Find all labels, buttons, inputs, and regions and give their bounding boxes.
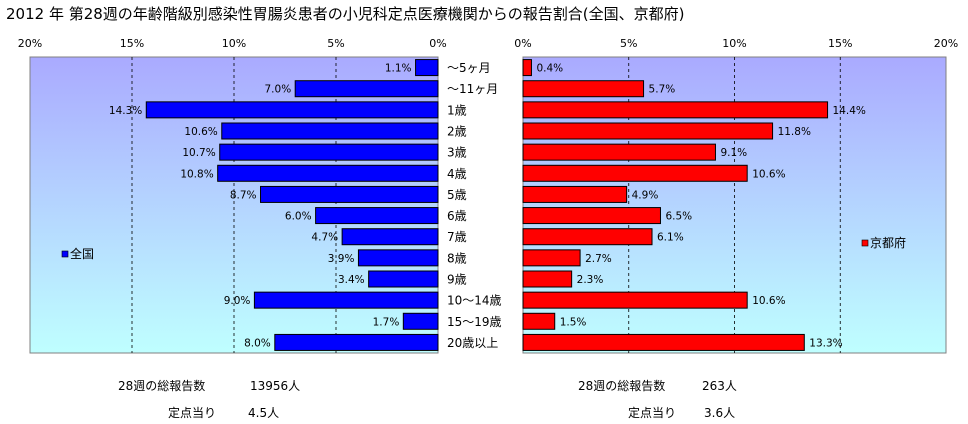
- kyoto-bar: [522, 291, 748, 309]
- national-bar: [341, 228, 439, 246]
- kyoto-data-label: 11.8%: [778, 126, 811, 138]
- kyoto-bar: [522, 164, 748, 182]
- national-bar: [221, 122, 439, 140]
- national-bar: [219, 143, 439, 161]
- kyoto-data-label: 2.7%: [585, 253, 612, 265]
- national-bar: [315, 207, 439, 225]
- kyoto-total-label: 28週の総報告数: [578, 379, 666, 393]
- kyoto-data-label: 13.3%: [809, 337, 842, 349]
- national-data-label: 4.7%: [311, 232, 338, 244]
- national-bar: [402, 312, 439, 330]
- kyoto-bar: [522, 122, 774, 140]
- national-bar: [253, 291, 439, 309]
- kyoto-data-label: 6.1%: [657, 232, 684, 244]
- category-label: 3歳: [447, 146, 467, 160]
- kyoto-bar: [522, 143, 716, 161]
- kyoto-bar: [522, 333, 805, 351]
- kyoto-bar: [522, 228, 653, 246]
- kyoto-per-label: 定点当り: [628, 406, 677, 420]
- kyoto-legend-label: 京都府: [870, 235, 906, 250]
- left-x-tick-label: 10%: [222, 37, 246, 50]
- category-label: 8歳: [447, 251, 467, 265]
- left-x-tick-label: 15%: [120, 37, 144, 50]
- national-bar: [415, 59, 439, 77]
- national-bar: [260, 185, 439, 203]
- category-label: 4歳: [447, 167, 467, 181]
- kyoto-data-label: 5.7%: [649, 84, 676, 96]
- national-data-label: 8.7%: [230, 189, 257, 201]
- national-bar: [217, 164, 439, 182]
- national-total-value: 13956人: [250, 379, 301, 393]
- national-data-label: 1.1%: [385, 63, 412, 75]
- kyoto-data-label: 10.6%: [752, 168, 785, 180]
- kyoto-data-label: 4.9%: [632, 189, 659, 201]
- national-per-value: 4.5人: [248, 406, 280, 420]
- kyoto-legend-swatch: [861, 239, 869, 247]
- category-label: ～5ヶ月: [447, 61, 491, 75]
- right-x-tick-label: 0%: [514, 37, 531, 50]
- kyoto-data-label: 0.4%: [536, 63, 563, 75]
- national-data-label: 3.9%: [328, 253, 355, 265]
- category-label: 5歳: [447, 188, 467, 202]
- category-label: 6歳: [447, 209, 467, 223]
- national-legend-label: 全国: [70, 246, 94, 261]
- kyoto-bar: [522, 312, 556, 330]
- category-label: 1歳: [447, 103, 467, 117]
- kyoto-data-label: 9.1%: [720, 147, 747, 159]
- category-label: 20歳以上: [447, 336, 498, 350]
- national-bar: [145, 101, 439, 119]
- national-data-label: 6.0%: [285, 211, 312, 223]
- kyoto-data-label: 1.5%: [560, 316, 587, 328]
- kyoto-bar: [522, 59, 532, 77]
- kyoto-data-label: 2.3%: [577, 274, 604, 286]
- category-label: ～11ヶ月: [447, 82, 498, 96]
- category-label: 9歳: [447, 273, 467, 287]
- national-data-label: 14.3%: [109, 105, 142, 117]
- kyoto-data-label: 14.4%: [833, 105, 866, 117]
- national-data-label: 10.7%: [182, 147, 215, 159]
- kyoto-bar: [522, 80, 645, 98]
- kyoto-bar: [522, 101, 829, 119]
- chart-title: 2012 年 第28週の年齢階級別感染性胃腸炎患者の小児科定点医療機関からの報告…: [6, 5, 685, 23]
- kyoto-bar: [522, 185, 628, 203]
- kyoto-per-value: 3.6人: [704, 406, 736, 420]
- national-per-label: 定点当り: [168, 406, 217, 420]
- kyoto-bar: [522, 249, 581, 267]
- right-x-tick-label: 10%: [722, 37, 746, 50]
- left-x-tick-label: 20%: [18, 37, 42, 50]
- left-x-tick-label: 0%: [429, 37, 446, 50]
- kyoto-data-label: 6.5%: [665, 211, 692, 223]
- national-bar: [357, 249, 439, 267]
- national-data-label: 9.0%: [224, 295, 251, 307]
- kyoto-bar: [522, 270, 573, 288]
- left-x-tick-label: 5%: [327, 37, 344, 50]
- category-label: 2歳: [447, 125, 467, 139]
- national-data-label: 8.0%: [244, 337, 271, 349]
- national-legend-swatch: [61, 250, 69, 258]
- right-x-tick-label: 20%: [934, 37, 958, 50]
- national-data-label: 1.7%: [373, 316, 400, 328]
- category-label: 7歳: [447, 230, 467, 244]
- national-bar: [294, 80, 439, 98]
- national-data-label: 10.8%: [180, 168, 213, 180]
- national-data-label: 3.4%: [338, 274, 365, 286]
- kyoto-bar: [522, 207, 661, 225]
- national-total-label: 28週の総報告数: [118, 379, 206, 393]
- national-bar: [274, 333, 439, 351]
- kyoto-data-label: 10.6%: [752, 295, 785, 307]
- national-data-label: 10.6%: [184, 126, 217, 138]
- right-x-tick-label: 15%: [828, 37, 852, 50]
- national-bar: [368, 270, 439, 288]
- category-label: 15～19歳: [447, 315, 502, 329]
- right-x-tick-label: 5%: [620, 37, 637, 50]
- national-data-label: 7.0%: [265, 84, 292, 96]
- category-label: 10～14歳: [447, 294, 502, 308]
- kyoto-total-value: 263人: [702, 379, 737, 393]
